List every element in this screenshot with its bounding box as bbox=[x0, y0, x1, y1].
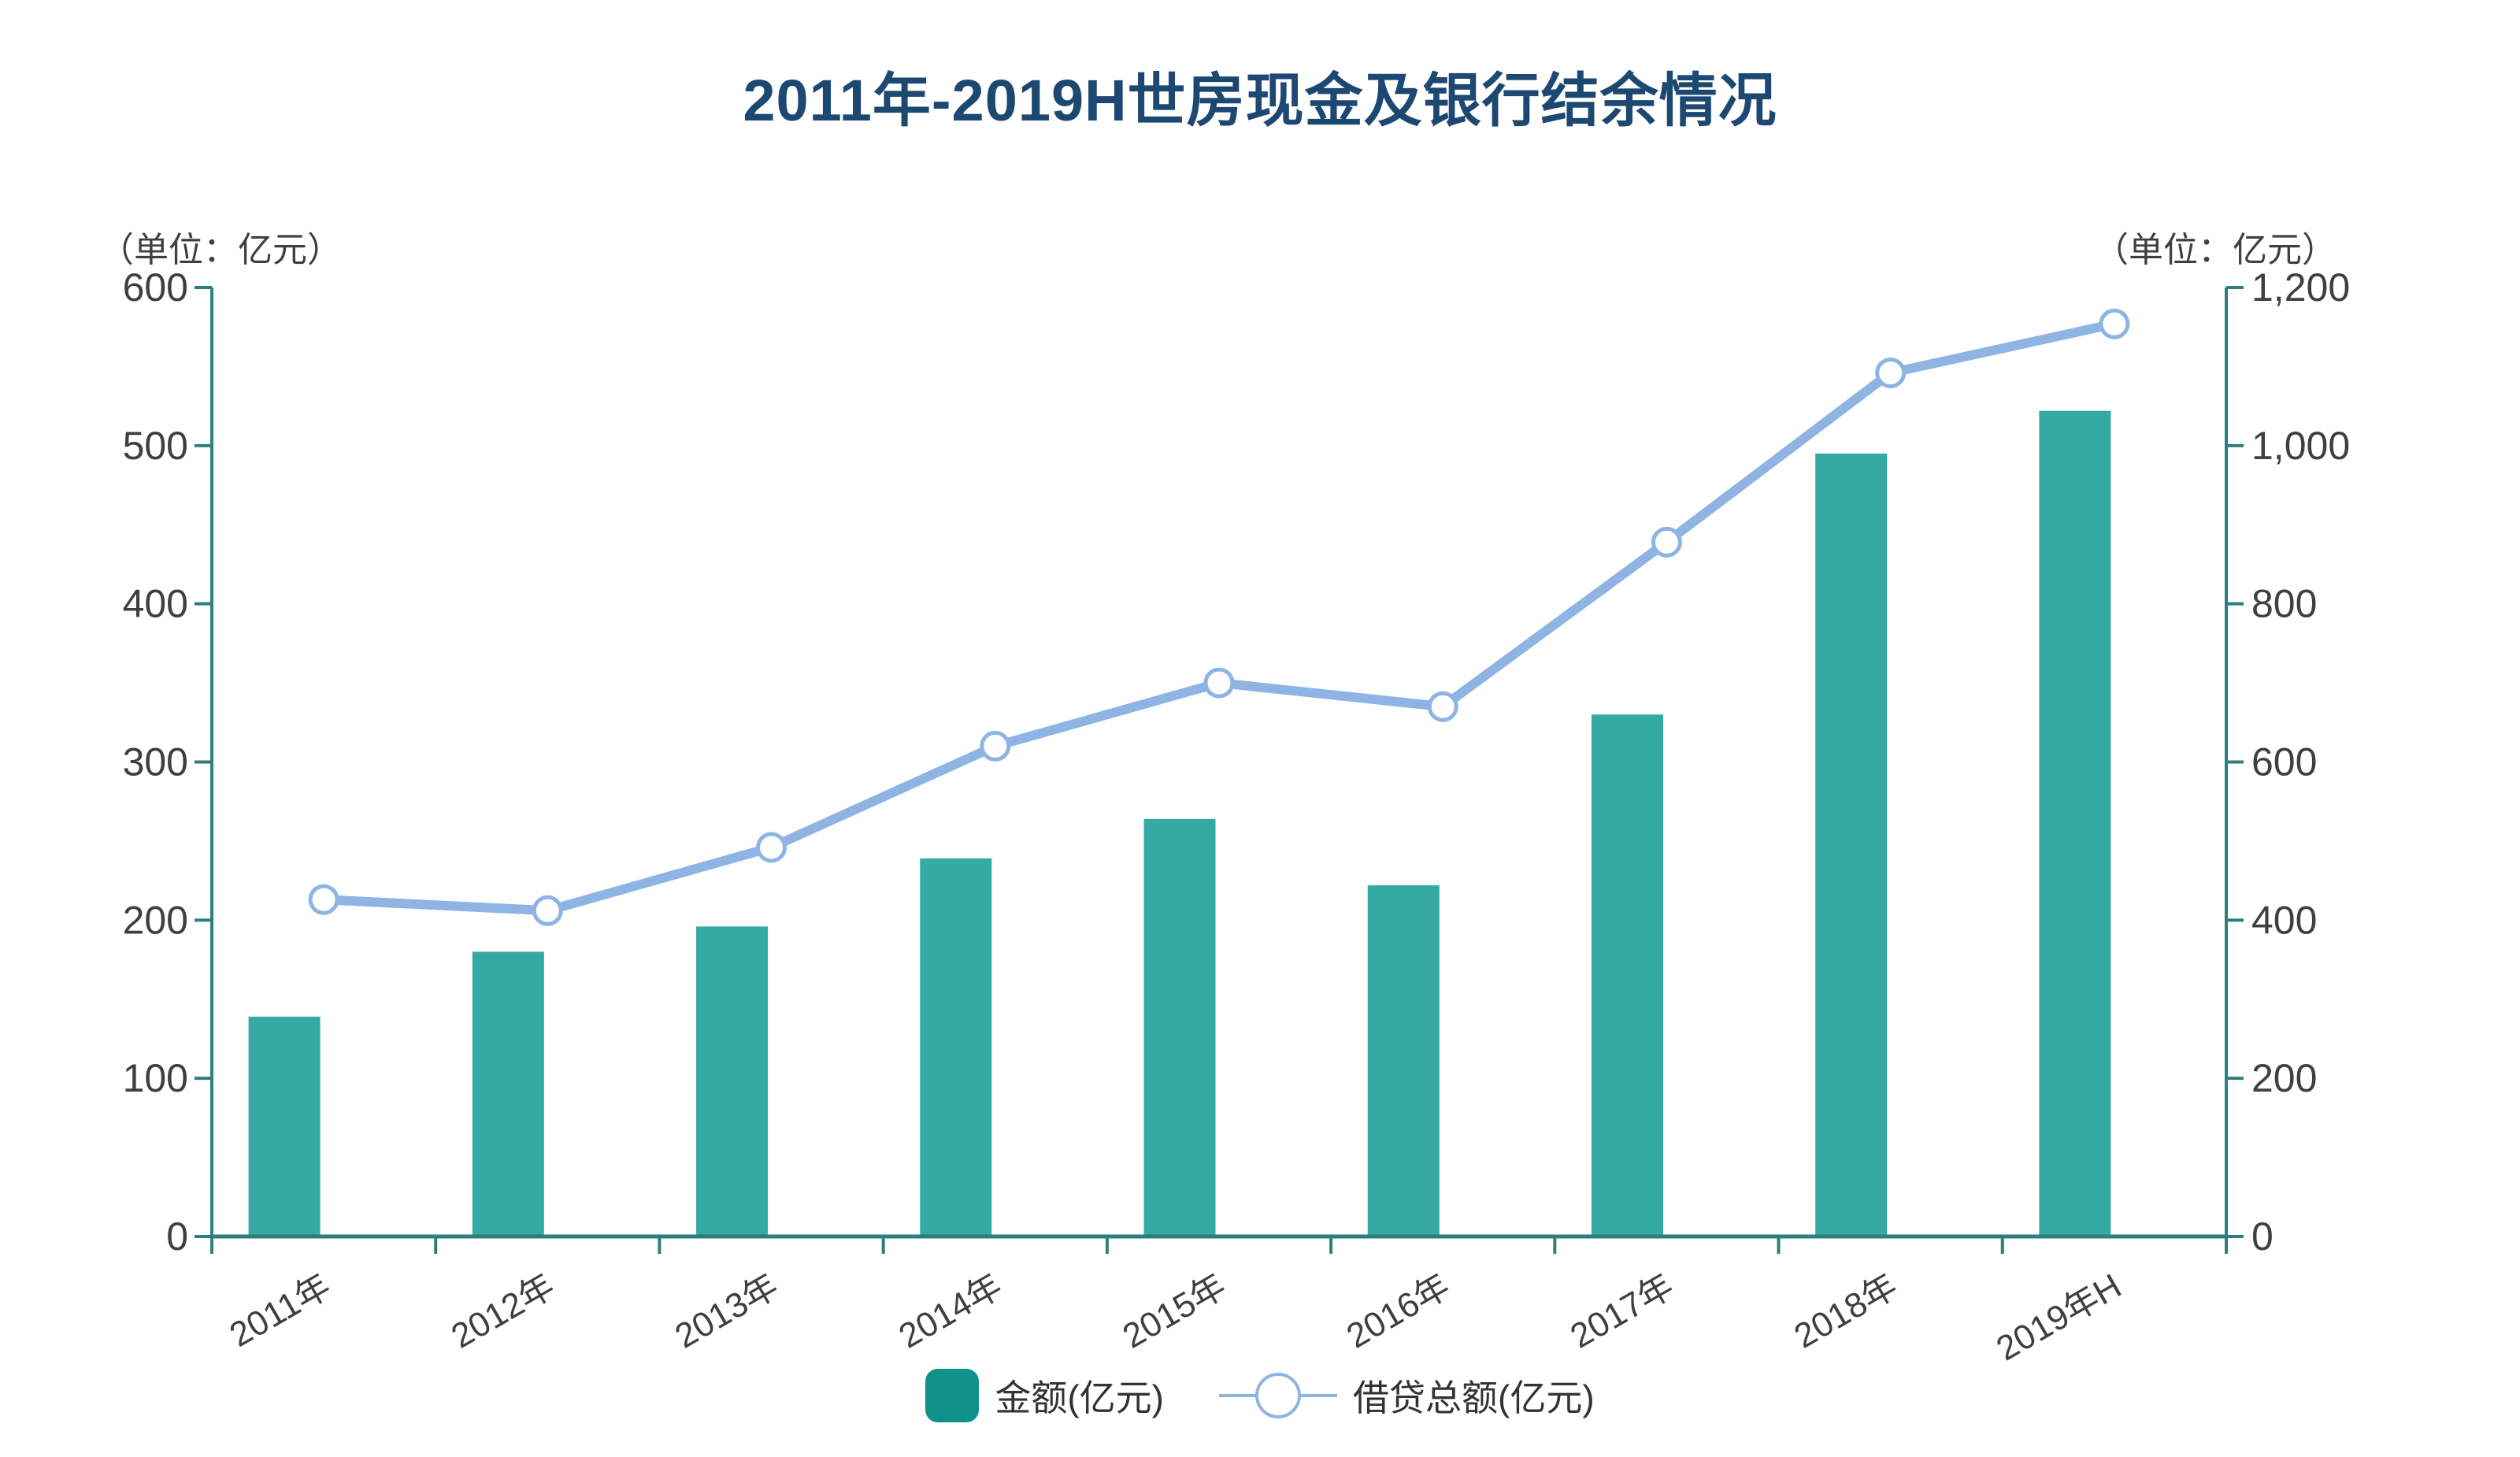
legend-label-amount: 金额(亿元) bbox=[995, 1377, 1164, 1418]
bar-2016年 bbox=[1367, 885, 1440, 1236]
bar-series-swatch bbox=[925, 1369, 980, 1422]
left-tick-label: 0 bbox=[166, 1214, 188, 1259]
left-tick-label: 200 bbox=[123, 898, 188, 942]
x-category-label: 2012年 bbox=[445, 1266, 561, 1355]
x-category-label: 2018年 bbox=[1788, 1266, 1903, 1355]
right-tick-label: 400 bbox=[2251, 898, 2317, 942]
line-series-marker bbox=[1219, 1373, 1337, 1418]
bar-2015年 bbox=[1143, 818, 1216, 1236]
chart-title: 2011年-2019H世房现金及银行结余情况 bbox=[743, 68, 1777, 133]
line-point-2018年 bbox=[1875, 357, 1907, 388]
bar-2014年 bbox=[920, 858, 992, 1236]
right-tick-label: 800 bbox=[2251, 582, 2317, 626]
bar-2013年 bbox=[696, 926, 769, 1236]
right-tick-label: 1,000 bbox=[2251, 424, 2350, 468]
left-tick-label: 500 bbox=[123, 424, 188, 468]
legend-item-borrowings: 借贷总额(亿元) bbox=[1219, 1370, 1595, 1422]
x-category-label: 2011年 bbox=[224, 1266, 338, 1355]
x-category-label: 2015年 bbox=[1117, 1266, 1232, 1355]
legend-label-borrowings: 借贷总额(亿元) bbox=[1353, 1377, 1595, 1418]
left-tick-label: 400 bbox=[123, 582, 188, 626]
right-tick-label: 1,200 bbox=[2251, 265, 2350, 310]
line-point-2019年H bbox=[2099, 308, 2130, 339]
line-point-2013年 bbox=[756, 832, 788, 863]
x-category-label: 2013年 bbox=[669, 1266, 784, 1355]
bar-2017年 bbox=[1591, 714, 1663, 1236]
right-axis-unit-label: （单位：亿元） bbox=[2094, 231, 2337, 269]
x-category-label: 2017年 bbox=[1564, 1266, 1680, 1355]
line-point-2016年 bbox=[1427, 691, 1458, 722]
right-tick-label: 0 bbox=[2251, 1214, 2274, 1259]
left-tick-label: 100 bbox=[123, 1056, 188, 1100]
bar-2018年 bbox=[1815, 453, 1888, 1236]
legend-item-amount: 金额(亿元) bbox=[925, 1369, 1164, 1422]
x-category-label: 2014年 bbox=[892, 1266, 1008, 1355]
line-point-2015年 bbox=[1203, 667, 1235, 699]
line-point-2014年 bbox=[980, 730, 1011, 762]
x-category-label: 2016年 bbox=[1340, 1266, 1456, 1355]
left-tick-label: 600 bbox=[123, 265, 188, 310]
line-point-2011年 bbox=[308, 884, 339, 915]
left-axis-unit-label: （单位：亿元） bbox=[99, 231, 342, 269]
right-tick-label: 200 bbox=[2251, 1056, 2317, 1100]
right-tick-label: 600 bbox=[2251, 740, 2317, 784]
bar-2011年 bbox=[248, 1016, 321, 1236]
bar-2019年H bbox=[2039, 410, 2111, 1236]
x-category-label: 2019年H bbox=[1990, 1266, 2128, 1368]
left-tick-label: 300 bbox=[123, 740, 188, 784]
line-point-2017年 bbox=[1651, 526, 1682, 558]
line-series-marker-dot bbox=[1255, 1373, 1301, 1418]
legend: 金额(亿元) 借贷总额(亿元) bbox=[0, 1369, 2520, 1422]
line-point-2012年 bbox=[532, 895, 563, 926]
bar-2012年 bbox=[472, 951, 544, 1236]
